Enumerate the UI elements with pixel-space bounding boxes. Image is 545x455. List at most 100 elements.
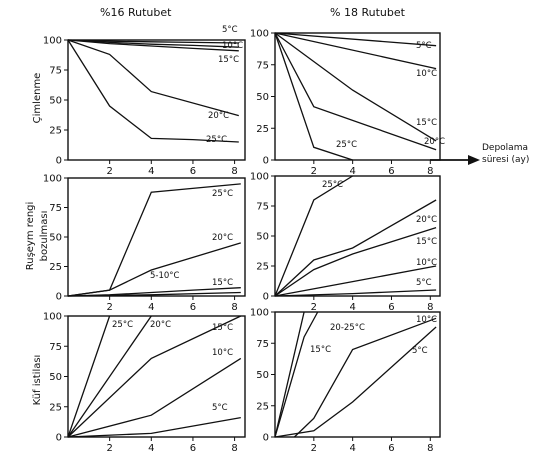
y-tick-label: 100	[250, 172, 269, 183]
y-tick-label: 75	[49, 66, 62, 77]
x-tick-label: 4	[349, 166, 355, 177]
y-tick-label: 25	[49, 126, 62, 137]
y-tick-label: 50	[256, 92, 269, 103]
series-line	[293, 317, 437, 438]
series-label: 20°C	[416, 215, 437, 225]
series-line	[274, 265, 437, 297]
series-line	[274, 311, 305, 438]
series-line	[67, 39, 239, 44]
series-line	[67, 39, 239, 117]
x-tick-label: 4	[148, 302, 154, 313]
series-label: 5°C	[412, 346, 428, 356]
y-tick-label: 0	[56, 433, 62, 444]
panel-p11: 0 25 50 75 100 2 4 6 8 25°C 20°C 15°C 10°C 5°C	[250, 172, 441, 313]
col-title-left: %16 Rutubet	[100, 6, 172, 19]
series-label: 5°C	[416, 278, 432, 288]
series-label: 5°C	[416, 41, 432, 51]
series-label: 10°C	[222, 41, 243, 51]
y-tick-label: 100	[43, 36, 62, 47]
x-tick-label: 2	[106, 443, 112, 454]
series-line	[274, 199, 437, 297]
series-line	[274, 32, 353, 161]
series-label: 10°C	[212, 348, 233, 358]
y-tick-label: 0	[56, 292, 62, 303]
x-tick-label: 8	[427, 302, 433, 313]
y-tick-label: 0	[263, 433, 269, 444]
x-tick-label: 8	[231, 443, 237, 454]
x-tick-label: 4	[349, 443, 355, 454]
y-tick-label: 0	[56, 156, 62, 167]
y-tick-label: 75	[49, 342, 62, 353]
series-label: 20°C	[212, 233, 233, 243]
series-label: 25°C	[336, 140, 357, 150]
series-label: 15°C	[416, 237, 437, 247]
y-tick-label: 0	[263, 156, 269, 167]
row-label-bottom-line1: Küf istilası	[32, 355, 43, 406]
y-tick-label: 50	[49, 233, 62, 244]
series-line	[274, 311, 319, 438]
row-label-top-line1: Çimlenme	[32, 73, 43, 124]
y-tick-label: 50	[256, 232, 269, 243]
x-tick-label: 4	[349, 302, 355, 313]
series-line	[274, 32, 437, 70]
x-tick-label: 6	[388, 443, 394, 454]
series-label: 5-10°C	[150, 271, 180, 281]
y-tick-label: 100	[250, 308, 269, 319]
x-tick-label: 4	[148, 166, 154, 177]
y-tick-label: 100	[43, 312, 62, 323]
panel-p20: 0 25 50 75 100 2 4 6 8 25°C 20°C 15°C 10°C 5°C	[43, 312, 246, 454]
series-line	[67, 315, 152, 438]
x-tick-label: 6	[190, 166, 196, 177]
x-tick-label: 6	[190, 443, 196, 454]
series-line	[67, 357, 242, 438]
series-label: 15°C	[310, 345, 331, 355]
series-label: 25°C	[322, 180, 343, 190]
series-label: 5°C	[222, 25, 238, 35]
series-label: 10°C	[416, 315, 437, 325]
y-tick-label: 75	[49, 203, 62, 214]
y-tick-label: 50	[256, 370, 269, 381]
y-tick-label: 50	[49, 96, 62, 107]
series-label: 25°C	[206, 135, 227, 145]
series-line	[67, 315, 111, 438]
series-line	[274, 32, 437, 151]
x-tick-label: 2	[106, 166, 112, 177]
series-label: 10°C	[416, 69, 437, 79]
col-title-right: % 18 Rutubet	[330, 6, 406, 19]
x-tick-label: 2	[311, 302, 317, 313]
x-tick-label: 8	[427, 166, 433, 177]
y-tick-label: 0	[263, 292, 269, 303]
x-tick-label: 8	[231, 302, 237, 313]
series-line	[274, 175, 353, 297]
storage-label-line2: süresi (ay)	[482, 155, 529, 165]
series-line	[67, 39, 239, 48]
series-line	[274, 32, 437, 47]
series-line	[67, 39, 239, 52]
series-line	[67, 242, 241, 297]
series-label: 20°C	[424, 137, 445, 147]
x-tick-label: 6	[190, 302, 196, 313]
series-label: 20-25°C	[330, 323, 365, 333]
series-line	[67, 315, 242, 438]
y-tick-label: 25	[49, 262, 62, 273]
y-tick-label: 75	[256, 202, 269, 213]
series-line	[274, 226, 437, 297]
row-label-mid-line1: Ruşeym rengi	[25, 202, 36, 271]
series-line	[67, 291, 241, 297]
panel-frame	[274, 32, 441, 161]
panel-frame	[67, 315, 246, 438]
panel-p00: 0 25 50 75 100 2 4 6 8 5°C 10°C 15°C 20°C 25°C	[43, 25, 246, 177]
storage-label-line1: Depolama	[482, 143, 528, 153]
x-tick-label: 2	[106, 302, 112, 313]
y-tick-label: 100	[43, 174, 62, 185]
series-label: 15°C	[212, 278, 233, 288]
x-tick-label: 6	[388, 302, 394, 313]
panel-p01: 0 25 50 75 100 2 4 6 8 5°C 10°C 15°C 20°C 25°C	[250, 29, 445, 178]
panel-p21: 0 25 50 75 100 2 4 6 8 20-25°C 15°C 10°C 5°C	[250, 308, 441, 454]
series-label: 20°C	[150, 320, 171, 330]
series-label: 25°C	[212, 189, 233, 199]
y-tick-label: 25	[49, 402, 62, 413]
series-label: 25°C	[112, 320, 133, 330]
